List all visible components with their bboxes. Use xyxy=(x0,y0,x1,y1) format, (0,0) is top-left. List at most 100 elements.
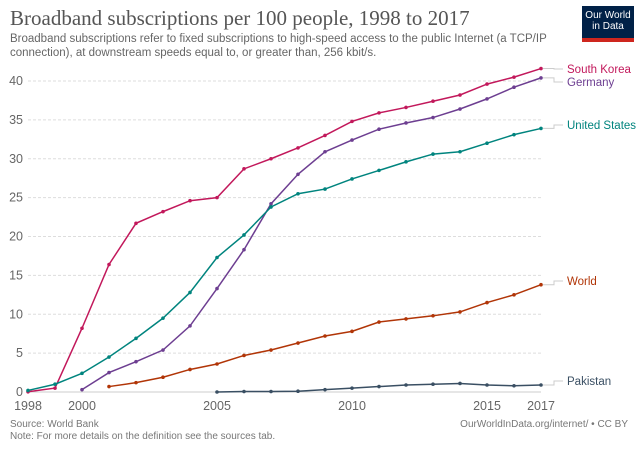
data-point xyxy=(485,82,489,86)
x-tick-label: 1998 xyxy=(14,399,42,413)
data-point xyxy=(269,156,273,161)
data-point xyxy=(350,386,354,390)
data-point xyxy=(458,310,462,314)
data-point xyxy=(539,126,543,131)
data-point xyxy=(512,75,516,79)
data-point xyxy=(296,172,300,177)
y-tick-label: 10 xyxy=(9,307,23,321)
data-point xyxy=(539,76,543,80)
series-line-united-states xyxy=(27,127,542,392)
data-point xyxy=(269,202,273,206)
series-label: United States xyxy=(567,120,636,132)
data-point xyxy=(242,233,246,237)
data-point xyxy=(458,107,462,111)
source-text: Source: World Bank xyxy=(10,419,99,430)
data-point xyxy=(215,195,219,200)
data-point xyxy=(377,111,381,115)
x-tick-label: 2010 xyxy=(338,399,366,413)
data-point xyxy=(296,146,300,150)
data-point xyxy=(269,348,273,352)
data-point xyxy=(512,85,516,90)
y-tick-label: 35 xyxy=(9,113,23,127)
data-point xyxy=(350,138,354,142)
data-point xyxy=(404,317,408,321)
owid-logo[interactable]: Our World in Data xyxy=(582,6,634,42)
data-point xyxy=(377,127,381,132)
data-point xyxy=(485,141,489,145)
data-point xyxy=(512,132,516,137)
x-tick-label: 2005 xyxy=(203,399,231,413)
data-point xyxy=(296,341,300,345)
data-point xyxy=(458,381,462,386)
series-label: Pakistan xyxy=(567,376,611,388)
data-point xyxy=(431,152,435,156)
data-point xyxy=(134,380,138,385)
data-point xyxy=(269,205,273,209)
data-point xyxy=(485,97,489,101)
data-point xyxy=(242,353,246,358)
data-point xyxy=(458,149,462,154)
data-point xyxy=(215,286,219,291)
data-point xyxy=(242,389,246,394)
series-label: South Korea xyxy=(567,64,632,76)
data-point xyxy=(134,359,138,364)
chart-title: Broadband subscriptions per 100 people, … xyxy=(10,6,470,30)
credit-link[interactable]: OurWorldInData.org/internet/ • CC BY xyxy=(460,419,628,430)
y-tick-label: 20 xyxy=(9,230,23,244)
chart-subtitle: Broadband subscriptions refer to fixed s… xyxy=(10,33,547,59)
data-point xyxy=(134,221,138,226)
data-point xyxy=(404,383,408,387)
label-connector xyxy=(543,77,563,83)
data-point xyxy=(404,105,408,110)
source-note: Source: World Bank Note: For more detail… xyxy=(10,419,275,443)
label-connector xyxy=(543,380,563,386)
data-point xyxy=(161,316,165,320)
data-point xyxy=(53,382,57,387)
data-point xyxy=(350,329,354,334)
data-point xyxy=(512,383,516,388)
data-point xyxy=(26,388,30,393)
definition-note: Note: For more details on the definition… xyxy=(10,431,276,442)
data-point xyxy=(161,348,165,352)
data-point xyxy=(161,209,165,214)
y-tick-label: 0 xyxy=(16,385,23,399)
data-point xyxy=(188,324,192,328)
data-point xyxy=(269,389,273,394)
x-tick-label: 2017 xyxy=(527,399,555,413)
data-point xyxy=(215,362,219,366)
data-point xyxy=(431,382,435,387)
data-point xyxy=(431,115,435,120)
data-point xyxy=(323,334,327,338)
data-point xyxy=(431,99,435,104)
data-point xyxy=(242,247,246,252)
data-point xyxy=(107,370,111,375)
data-point xyxy=(323,133,327,138)
data-point xyxy=(431,314,435,318)
data-point xyxy=(539,66,543,71)
series-line-south-korea xyxy=(27,67,542,393)
data-point xyxy=(404,160,408,164)
x-tick-label: 2000 xyxy=(68,399,96,413)
data-point xyxy=(350,119,354,124)
data-point xyxy=(296,389,300,394)
data-point xyxy=(107,355,111,359)
data-point xyxy=(80,326,84,331)
data-point xyxy=(377,168,381,173)
series-line-germany xyxy=(81,77,542,391)
data-point xyxy=(539,282,543,287)
data-point xyxy=(458,93,462,97)
data-point xyxy=(215,390,219,394)
series-label: World xyxy=(567,276,597,288)
data-point xyxy=(107,384,111,389)
data-point xyxy=(53,386,57,390)
data-point xyxy=(485,300,489,305)
data-point xyxy=(215,255,219,260)
data-point xyxy=(404,121,408,125)
data-point xyxy=(107,262,111,267)
data-point xyxy=(323,149,327,154)
x-tick-label: 2015 xyxy=(473,399,501,413)
data-point xyxy=(134,336,138,341)
label-connector xyxy=(543,280,563,286)
data-point xyxy=(539,383,543,387)
